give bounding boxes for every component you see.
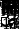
Text: e$_1^-$ and e$_2^-$. The Cd$^{2+}$e$_1^-$ pair has to survive for this time. In : e$_1^-$ and e$_2^-$. The Cd$^{2+}$e$_1^-…	[1, 0, 19, 16]
Text: Fig. 12.  The hydrogen and cadmium metal
concentration at various times of illum: Fig. 12. The hydrogen and cadmium metal …	[8, 23, 19, 29]
Text: Arnim Henglein: Arnim Henglein	[1, 0, 19, 4]
Text: the free radical reaction as compared to the photoreaction is understood in term: the free radical reaction as compared to…	[1, 4, 19, 17]
Text: (−0.6 to −0.9 V, depending on pH). In fact, recent pulse radiolysis experiments : (−0.6 to −0.9 V, depending on pH). In fa…	[1, 0, 19, 7]
Text: on the colloidal particles, i.e. the Cd$^{2+}$e$_1^-$ pairs were not largely des: on the colloidal particles, i.e. the Cd$…	[1, 1, 19, 21]
Text: reducing organic radicals to the colloidal CdS particles. The radicals were form: reducing organic radicals to the colloid…	[1, 2, 19, 15]
Text: 134: 134	[1, 17, 19, 29]
Text: of sulfite occurs via the one-hole mechanism $^{75)}$.: of sulfite occurs via the one-hole mecha…	[1, 0, 19, 5]
Text: for quite a while.: for quite a while.	[1, 1, 19, 14]
Text: fact that no positive holes were simultaneously produced in the deposition of el: fact that no positive holes were simulta…	[1, 4, 19, 17]
Text: the intermediate, as the redox potential of the system Cd$^{2+}$/Cd$^+$ (−1.8 V): the intermediate, as the redox potential…	[1, 0, 19, 9]
Text: Cd$^{2+}$□  +  e$_1^-$  →  Cd$^{2+}$e$_1^-$: Cd$^{2+}$□ + e$_1^-$ → Cd$^{2+}$e$_1^-$	[0, 0, 19, 14]
Text: Cd$^{2+}$e$_1^-$  +  e$_2^-$  →  Cd$^0$: Cd$^{2+}$e$_1^-$ + e$_2^-$ → Cd$^0$	[0, 0, 19, 15]
Text: more negative than the potential of the lower edge of the conduction band in CdS: more negative than the potential of the …	[1, 0, 19, 7]
Text: The formation of a cadmium atom requires the uptake of two electrons by a Cd$^{2: The formation of a cadmium atom requires…	[1, 0, 19, 8]
Text: □ : anion vacancy; e$_1^-$ and e$_2^-$ : electrons generated in the absorption o: □ : anion vacancy; e$_1^-$ and e$_2^-$ :…	[1, 0, 19, 14]
Text: ratio was found in the photo-experiment with CdS sols indicates that the oxidati: ratio was found in the photo-experiment …	[1, 0, 19, 4]
Text: mined by adding methyl viologen after the irradiation. A high yield of metal was: mined by adding methyl viologen after th…	[1, 3, 19, 16]
Text: H$_2$: H$_2$	[4, 9, 19, 26]
Text: the holes are removed from for the colloid, thus giving Cd$^{2+}$e$_1$ a chance : the holes are removed from for the collo…	[1, 0, 19, 16]
Text: Cd: Cd	[5, 13, 19, 27]
Text: bination with holes as in the photochemical experiment $^{75)}$.: bination with holes as in the photochemi…	[1, 2, 19, 20]
Text: practically every two radicals producing one cadmium atom. The higher efficiency: practically every two radicals producing…	[1, 3, 19, 16]
Text: second photon. Note that appreciable time may elapse between the generation of: second photon. Note that appreciable tim…	[1, 0, 19, 12]
Text: (36): (36)	[0, 0, 17, 11]
Point	[2, 23, 3, 24]
Text: Experiments were also performed in which excess electrons were transferred from: Experiments were also performed in which…	[1, 1, 19, 14]
Text: (35): (35)	[0, 0, 17, 10]
Text: ion at the surface of a colloidal particle. It seems difficult to believe that C: ion at the surface of a colloidal partic…	[1, 0, 19, 8]
Text: γ-irradiation (see footnote on page 117). The amount of cadmium metal was again : γ-irradiation (see footnote on page 117)…	[1, 2, 19, 15]
Text: We therefore propose a mechanism in which a Cd$^{2+}$□ pair is the intermediate:: We therefore propose a mechanism in whic…	[1, 0, 19, 11]
Text: shown that Cd$^+$ ions are able to transfer an electron to CdS particles (see Se: shown that Cd$^+$ ions are able to trans…	[1, 0, 19, 10]
